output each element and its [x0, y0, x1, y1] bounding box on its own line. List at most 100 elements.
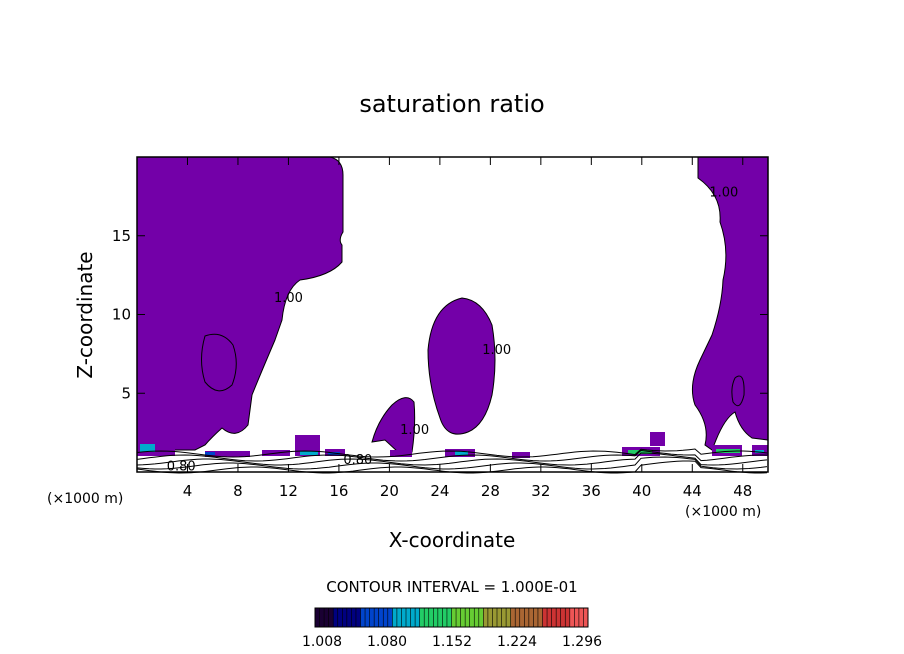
y-tick-label-1: 10	[112, 306, 131, 324]
y-tick-label-0: 5	[121, 384, 131, 402]
x-tick-label-5: 24	[430, 482, 449, 500]
contour-line-4	[136, 448, 768, 458]
hotspot-0	[140, 444, 155, 452]
chart-title: saturation ratio	[359, 90, 544, 118]
colorbar-cell-30	[451, 608, 457, 627]
x-tick-label-7: 32	[531, 482, 550, 500]
colorbar-cell-37	[483, 608, 489, 627]
colorbar-cell-1	[319, 608, 325, 627]
colorbar-cell-53	[556, 608, 561, 627]
contour-label-0: 1.00	[274, 291, 303, 306]
y-axis-label: Z-coordinate	[73, 251, 97, 378]
x-tick-label-10: 44	[683, 482, 702, 500]
colorbar-cell-12	[369, 608, 375, 627]
colorbar-cell-25	[428, 608, 434, 627]
region-small	[371, 397, 416, 453]
colorbar-cell-7	[346, 608, 352, 627]
x-unit-left: (×1000 m)	[47, 491, 123, 507]
colorbar-label-4: 1.296	[562, 634, 602, 650]
colorbar-cell-29	[446, 608, 452, 627]
colorbar-cell-20	[406, 608, 411, 627]
colorbar-cell-3	[328, 608, 334, 627]
x-tick-label-3: 16	[329, 482, 348, 500]
colorbar-cell-28	[442, 608, 448, 627]
colorbar-cell-0	[315, 608, 320, 627]
colorbar-cell-32	[460, 608, 466, 627]
x-tick-label-0: 4	[183, 482, 193, 500]
colorbar-cell-36	[478, 608, 484, 627]
x-tick-label-6: 28	[481, 482, 500, 500]
colorbar-cell-35	[474, 608, 480, 627]
contour-label-1: 1.00	[482, 343, 511, 358]
colorbar-cell-40	[497, 608, 502, 627]
colorbar-cell-16	[387, 608, 393, 627]
contour-line-1	[136, 456, 768, 470]
y-tick-label-2: 15	[112, 227, 131, 245]
colorbar-cell-42	[506, 608, 511, 627]
colorbar-cell-9	[355, 608, 361, 627]
colorbar-cell-58	[578, 608, 584, 627]
colorbar-label-2: 1.152	[432, 634, 472, 650]
colorbar-cell-11	[365, 608, 370, 627]
colorbar-cell-6	[342, 608, 348, 627]
colorbar-cell-55	[565, 608, 571, 627]
surface-patch-4	[390, 450, 412, 457]
colorbar-cell-13	[374, 608, 379, 627]
contour-interval-text: CONTOUR INTERVAL = 1.000E-01	[326, 578, 577, 596]
colorbar-cell-24	[424, 608, 430, 627]
colorbar-cell-54	[560, 608, 566, 627]
colorbar-cell-44	[515, 608, 521, 627]
x-tick-label-11: 48	[733, 482, 752, 500]
contour-label-3: 1.00	[400, 423, 429, 438]
colorbar-cell-52	[551, 608, 557, 627]
surface-patch-6	[512, 452, 530, 458]
x-unit-right: (×1000 m)	[685, 504, 761, 520]
colorbar-cell-47	[528, 608, 534, 627]
hotspot-1	[300, 451, 318, 455]
contour-label-2: 1.00	[709, 185, 738, 200]
surface-patch-8	[650, 432, 665, 446]
x-axis-label: X-coordinate	[389, 528, 516, 552]
x-tick-label-9: 40	[632, 482, 651, 500]
contour-line-3	[136, 449, 768, 462]
colorbar-cell-5	[337, 608, 343, 627]
colorbar-cell-8	[351, 608, 357, 627]
hotspot-4	[628, 450, 652, 454]
contour-label-5: 0.80	[343, 453, 372, 468]
colorbar-cell-27	[437, 608, 443, 627]
colorbar-cell-22	[415, 608, 420, 627]
colorbar-label-0: 1.008	[302, 634, 342, 650]
colorbar-cell-59	[583, 608, 589, 627]
colorbar-cell-14	[378, 608, 384, 627]
contour-label-4: 0.80	[167, 459, 196, 474]
x-tick-label-1: 8	[233, 482, 243, 500]
colorbar-cell-21	[410, 608, 416, 627]
colorbar-frame	[314, 607, 589, 628]
x-tick-label-2: 12	[279, 482, 298, 500]
colorbar: 1.008 1.080 1.152 1.224 1.296	[302, 607, 602, 650]
colorbar-cell-41	[501, 608, 507, 627]
colorbar-cell-57	[574, 608, 580, 627]
colorbar-cell-49	[537, 608, 543, 627]
colorbar-cell-51	[547, 608, 552, 627]
hotspot-7	[205, 452, 215, 455]
colorbar-cell-46	[524, 608, 530, 627]
hotspot-3	[455, 451, 468, 455]
colorbar-cell-48	[533, 608, 539, 627]
region-right	[691, 156, 769, 451]
colorbar-cell-2	[324, 608, 329, 627]
colorbar-cell-18	[396, 608, 402, 627]
colorbar-cell-50	[542, 608, 548, 627]
colorbar-cell-38	[487, 608, 493, 627]
colorbar-label-3: 1.224	[497, 634, 537, 650]
colorbar-cell-43	[510, 608, 516, 627]
hotspot-6	[755, 450, 764, 453]
plot-area: 1.00 1.00 1.00 1.00 0.80 0.80	[136, 156, 769, 474]
region-center	[427, 297, 496, 435]
colorbar-cell-4	[333, 608, 339, 627]
colorbar-cell-19	[401, 608, 407, 627]
colorbar-cell-39	[492, 608, 498, 627]
colorbar-cell-10	[360, 608, 366, 627]
